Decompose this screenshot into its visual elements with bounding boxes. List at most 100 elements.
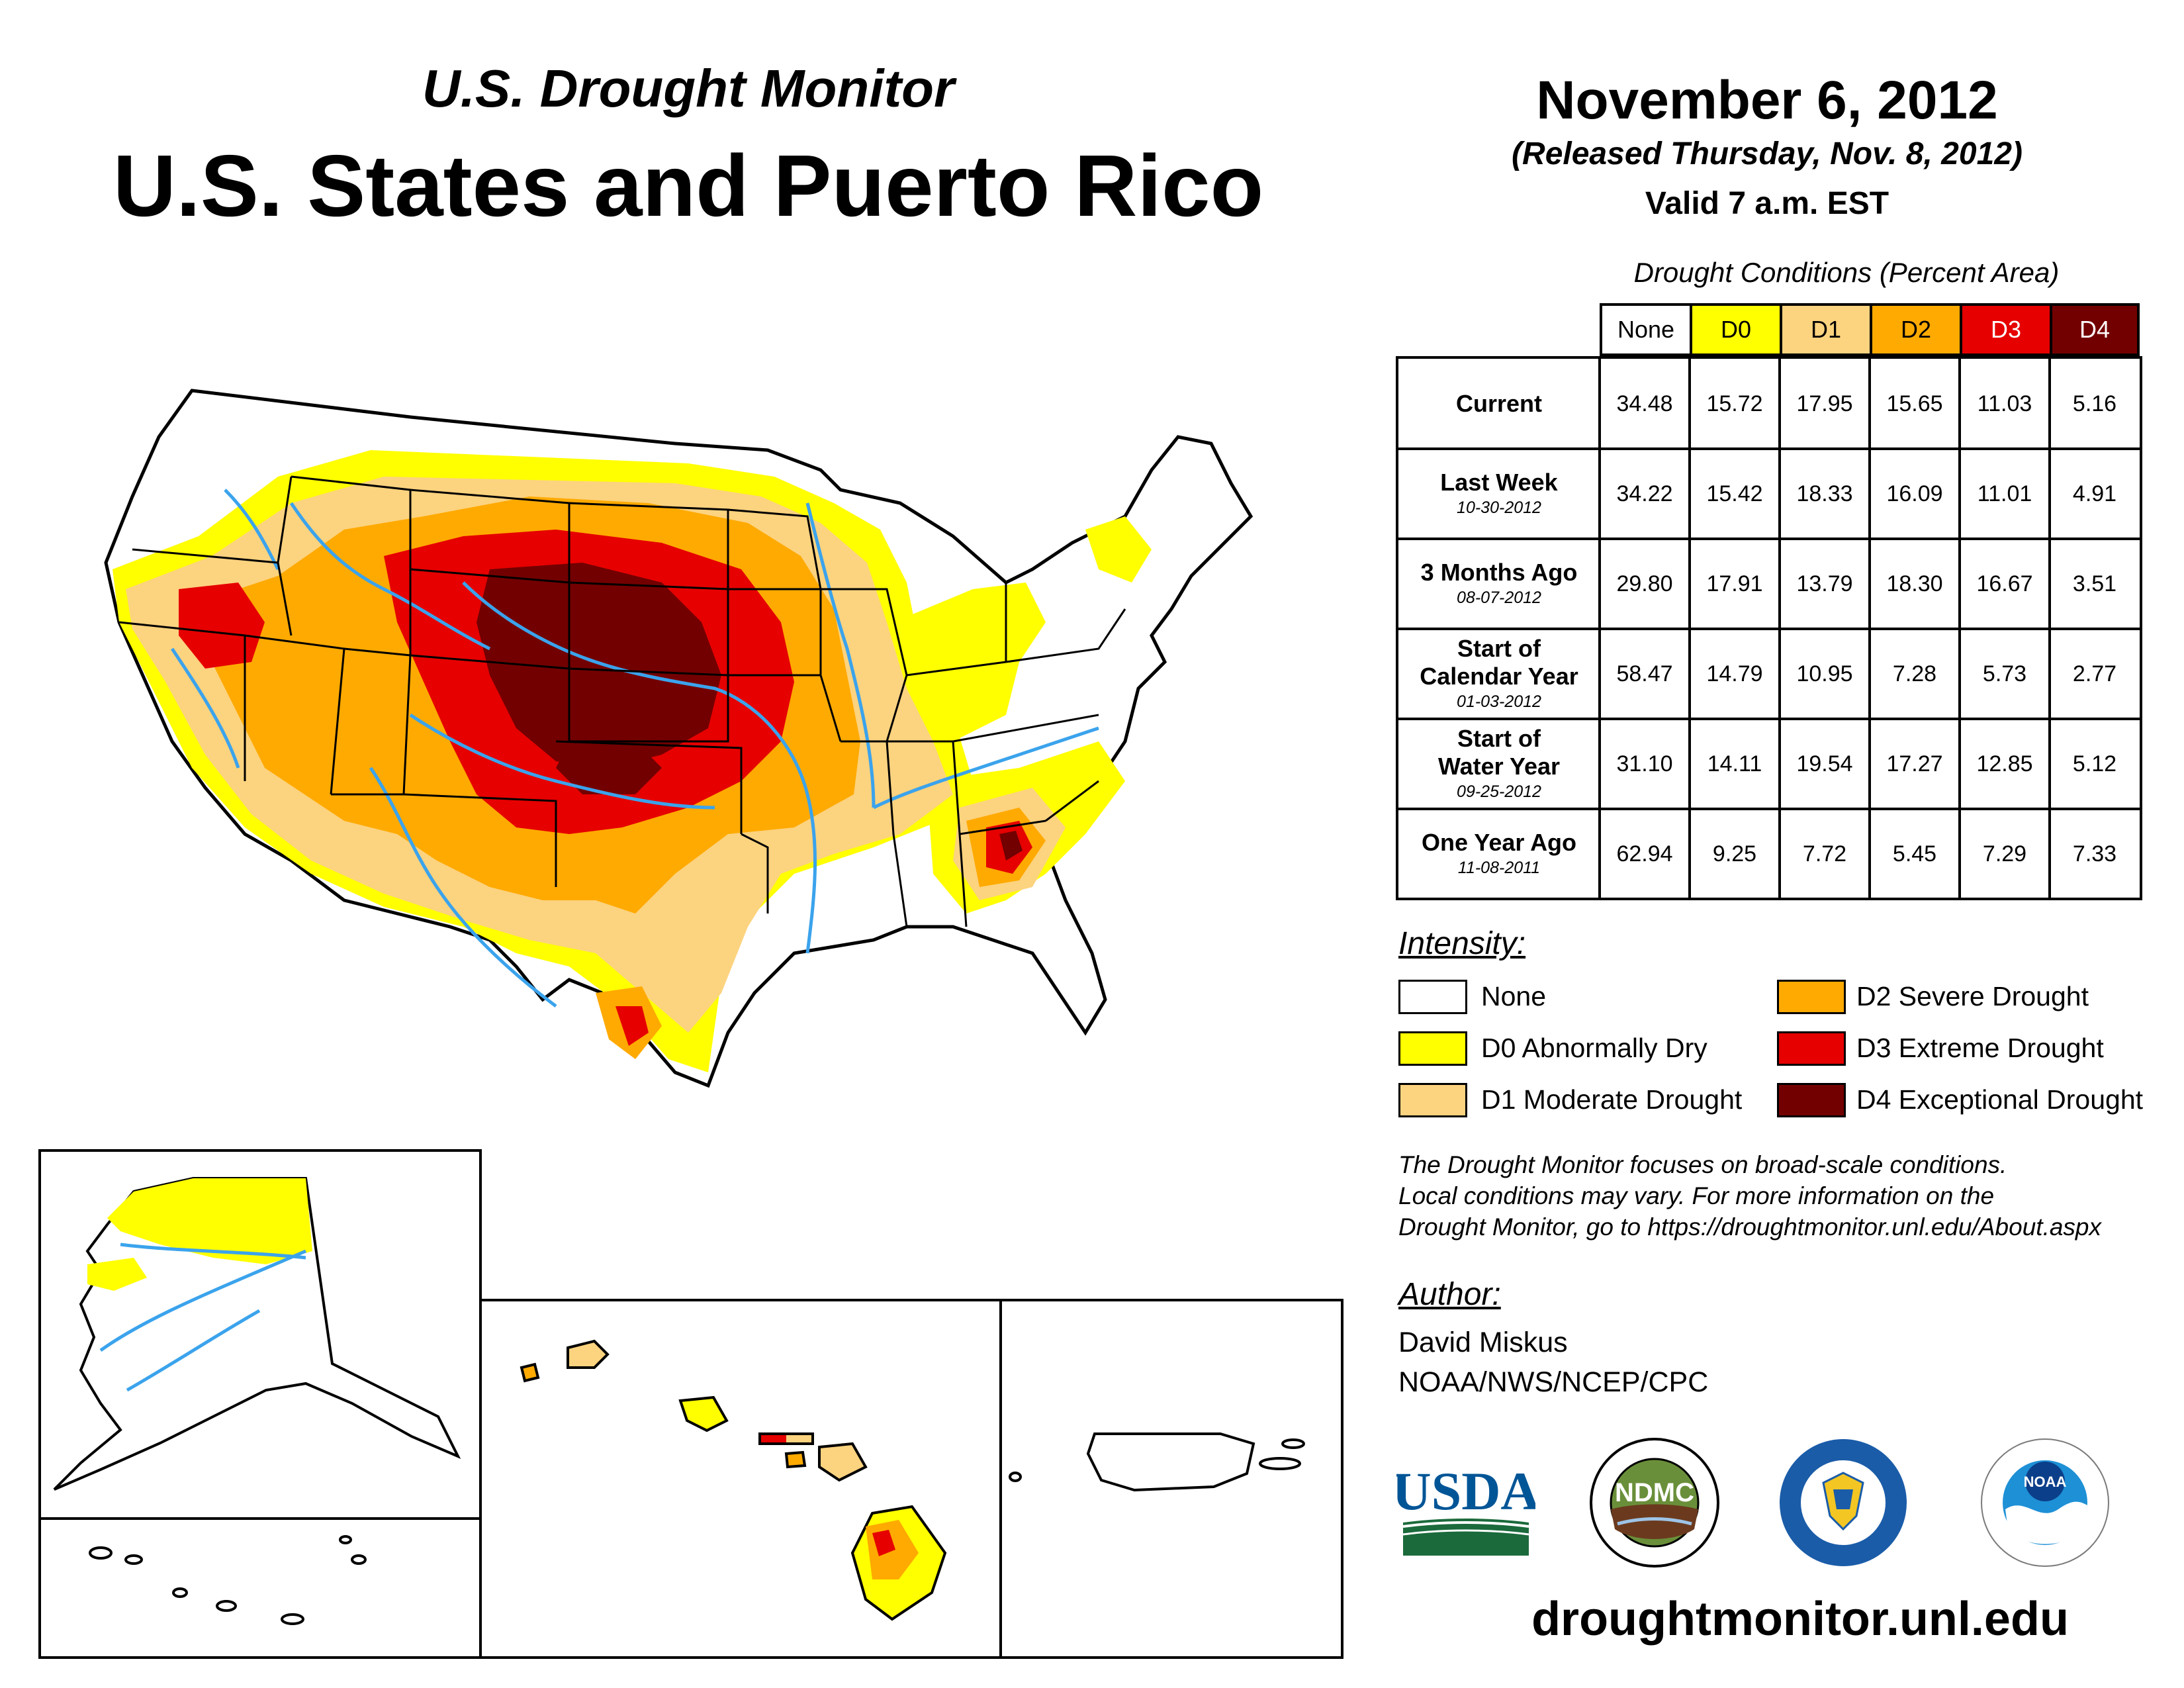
alaska-rivers [99,1243,306,1392]
footer-url[interactable]: droughtmonitor.unl.edu [1531,1593,2069,1646]
table-cell: 34.48 [1616,391,1673,416]
noaa-logo: NOAA [1981,1438,2109,1567]
table-cell: 11.01 [1977,481,2032,506]
table-cell: 5.45 [1892,841,1937,867]
table-cell: 5.73 [1982,661,2027,686]
d0-zone-northeast [1085,516,1152,583]
table-cell: 7.33 [2072,841,2117,867]
noaa-logo-text: NOAA [2024,1474,2067,1490]
valid-date: November 6, 2012 [1536,70,1998,130]
table-cell: 10.95 [1796,661,1853,686]
legend-label-d4: D4 Exceptional Drought [1856,1084,2144,1115]
note-line-1: The Drought Monitor focuses on broad-sca… [1398,1151,2007,1178]
row-label-main-2: Calendar Year [1420,663,1578,690]
legend-swatch-d2 [1777,980,1846,1014]
table-row-divider [1396,538,2142,540]
table-cell: 15.72 [1706,391,1763,416]
col-header-d2: D2 [1870,303,1962,356]
usda-logo-text: USDA [1396,1461,1535,1521]
note-line-2: Local conditions may vary. For more info… [1398,1182,1995,1209]
d0-zone-midwest [893,583,1046,741]
d4-zone-georgia [999,831,1023,861]
table-cell: 3.51 [2072,571,2117,596]
legend-label-d3: D3 Extreme Drought [1856,1033,2104,1063]
aleutian-islands [89,1535,367,1625]
lanai-island [784,1450,807,1469]
author-org: NOAA/NWS/NCEP/CPC [1398,1366,1709,1398]
table-row-divider [1396,447,2142,450]
table-cell: 18.33 [1796,481,1853,506]
kauai-island [567,1339,610,1369]
conus-drought-map [104,389,1253,1088]
d4-zone-plains [477,563,721,768]
row-label-main-2: Water Year [1437,753,1561,780]
table-cell: 13.79 [1796,571,1853,596]
table-cell: 9.25 [1712,841,1757,867]
ndmc-logo-text: NDMC [1615,1478,1694,1507]
puerto-rico-inset [999,1299,1343,1659]
col-header-label: None [1617,316,1675,343]
table-row-label: Start of Calendar Year 01-03-2012 [1398,629,1600,719]
table-row-label: 3 Months Ago 08-07-2012 [1398,539,1600,629]
ndmc-logo: NDMC [1590,1438,1719,1568]
legend-swatch-d0 [1398,1031,1467,1066]
legend-swatch-d4 [1777,1083,1846,1117]
author-name: David Miskus [1398,1327,1568,1358]
table-cell: 7.28 [1892,661,1937,686]
table-column-divider [1958,356,1961,900]
col-header-label: D2 [1900,316,1932,343]
table-cell: 12.85 [1976,751,2033,776]
table-row-label: Last Week 10-30-2012 [1398,449,1600,539]
col-header-label: D3 [1990,316,2022,343]
table-cell: 14.79 [1706,661,1763,686]
disclaimer-note: The Drought Monitor focuses on broad-sca… [1398,1149,2173,1243]
table-cell: 17.91 [1706,571,1763,596]
release-date: (Released Thursday, Nov. 8, 2012) [1512,136,2023,171]
table-row-label: Start of Water Year 09-25-2012 [1398,719,1600,809]
usda-logo: USDA [1396,1461,1535,1556]
table-cell: 4.91 [2072,481,2117,506]
table-caption: Drought Conditions (Percent Area) [1633,257,2060,288]
table-cell: 16.67 [1976,571,2033,596]
table-cell: 17.27 [1886,751,1943,776]
puerto-rico-island [1086,1432,1255,1492]
table-row-divider [1396,628,2142,630]
row-label-date: 11-08-2011 [1457,859,1541,877]
row-label-date: 08-07-2012 [1457,588,1541,607]
legend-label-d0: D0 Abnormally Dry [1481,1033,1707,1063]
table-cell: 14.11 [1707,751,1762,776]
niihau-island [520,1362,540,1383]
maui-island [818,1442,868,1482]
map-title: U.S. States and Puerto Rico [113,137,1264,234]
puerto-rico-map [1009,1432,1305,1492]
table-cell: 5.12 [2072,751,2117,776]
legend-label-d1: D1 Moderate Drought [1481,1084,1743,1115]
table-cell: 16.09 [1886,481,1943,506]
table-cell: 7.29 [1982,841,2027,867]
col-header-d1: D1 [1780,303,1872,356]
legend-swatch-d1 [1398,1083,1467,1117]
note-line-3: Drought Monitor, go to https://droughtmo… [1398,1213,2101,1241]
table-cell: 5.16 [2072,391,2117,416]
map-subtitle: U.S. Drought Monitor [422,59,955,118]
table-column-divider [1868,356,1871,900]
state-boundaries [118,475,1126,927]
table-cell: 2.77 [2072,661,2117,686]
col-header-d4: D4 [2050,303,2140,356]
table-column-divider [1598,356,1601,900]
legend-swatch-none [1398,980,1467,1014]
row-label-main: Start of [1457,725,1541,752]
valid-time: Valid 7 a.m. EST [1645,186,1889,221]
hawaii-map [520,1339,947,1621]
aleutian-inset [38,1517,482,1659]
table-column-divider [2048,356,2051,900]
table-cell: 15.65 [1886,391,1943,416]
table-row-label: Current [1398,359,1600,449]
author-block: David Miskus NOAA/NWS/NCEP/CPC [1398,1323,1708,1402]
table-row-divider [1396,718,2142,720]
table-cell: 34.22 [1616,481,1673,506]
row-label-date: 10-30-2012 [1457,498,1541,517]
legend-label-none: None [1481,981,1547,1011]
col-header-d3: D3 [1960,303,2052,356]
oahu-island [678,1395,729,1432]
